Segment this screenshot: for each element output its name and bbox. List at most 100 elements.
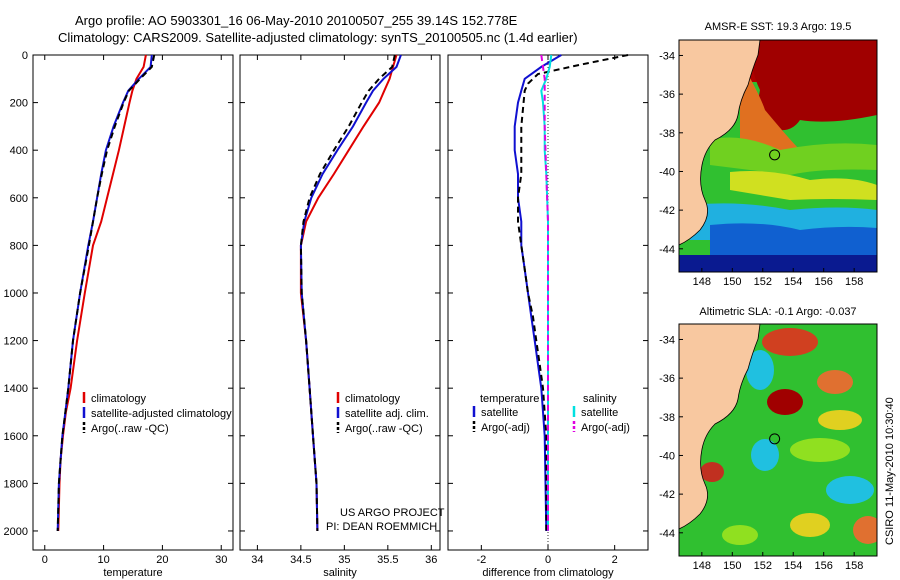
- x-axis-label: difference from climatology: [482, 567, 614, 579]
- y-tick-label: 0: [22, 50, 28, 62]
- x-tick-label: 10: [97, 554, 109, 566]
- map-x-tick-label: 156: [815, 276, 833, 288]
- y-tick-label: 600: [10, 193, 28, 205]
- salinity-legend: climatology satellite adj. clim. Argo(..…: [336, 392, 429, 435]
- legend-header-salinity: salinity: [583, 393, 617, 405]
- map-y-tick-label: -36: [659, 373, 675, 385]
- title-line2: Climatology: CARS2009. Satellite-adjuste…: [58, 30, 578, 45]
- sla-map-axes: 148 150 152 154 156 158 -34 -36 -38 -40 -42 -44: [659, 334, 863, 572]
- x-tick-label: 35.5: [377, 554, 398, 566]
- map-y-tick-label: -34: [659, 334, 675, 346]
- difference-legend: temperature salinity satellite Argo(-adj…: [472, 393, 630, 434]
- map-y-tick-label: -40: [659, 166, 675, 178]
- x-axis-label: salinity: [323, 567, 357, 579]
- x-tick-label: 36: [425, 554, 437, 566]
- y-tick-label: 200: [10, 98, 28, 110]
- y-tick-label: 2000: [4, 526, 28, 538]
- map-x-tick-label: 158: [845, 276, 863, 288]
- map-y-tick-label: -34: [659, 50, 675, 62]
- map-x-tick-label: 154: [784, 276, 802, 288]
- sla-blob: [790, 438, 850, 462]
- map-x-tick-label: 156: [815, 560, 833, 572]
- series-line-climatology: [57, 54, 147, 532]
- sst-front-orange: [740, 60, 800, 150]
- sla-map-title: Altimetric SLA: -0.1 Argo: -0.037: [699, 306, 856, 318]
- map-y-tick-label: -42: [659, 489, 675, 501]
- x-tick-label: -2: [476, 554, 486, 566]
- sst-map-axes: 148 150 152 154 156 158 -34 -36 -38 -40 -42 -44: [659, 50, 863, 288]
- plot-frame: [32, 54, 234, 551]
- map-x-tick-label: 158: [845, 560, 863, 572]
- map-y-tick-label: -38: [659, 412, 675, 424]
- temperature-panel: 0 10 20 30 temperature 0 200 400 600 800 1000 1200 1…: [4, 50, 234, 579]
- series-line-argo-raw-qc-: [299, 54, 396, 532]
- map-y-tick-label: -44: [659, 244, 675, 256]
- series-line-salinity-argo-adj-: [540, 54, 549, 531]
- plot-frame: [239, 54, 441, 551]
- x-tick-label: 30: [215, 554, 227, 566]
- x-tick-label: 20: [156, 554, 168, 566]
- sst-band-darkblue: [679, 255, 877, 272]
- sla-map: [679, 324, 877, 556]
- sla-blob: [818, 410, 862, 430]
- series-line-satellite-adjusted-climatology: [56, 54, 153, 532]
- legend-label-sal-argo: Argo(-adj): [581, 422, 630, 434]
- map-y-tick-label: -40: [659, 450, 675, 462]
- sla-land: [679, 324, 761, 530]
- salinity-panel: 34 34.5 35 35.5 36 salinity: [239, 54, 441, 579]
- map-y-tick-label: -38: [659, 128, 675, 140]
- sla-blob: [746, 350, 774, 390]
- sst-band-yellow: [730, 171, 877, 200]
- map-x-tick-label: 150: [723, 560, 741, 572]
- sla-blob: [700, 462, 724, 482]
- sla-map-frame: [678, 323, 878, 557]
- sla-argo-marker: [769, 433, 781, 445]
- x-tick-label: 2: [612, 554, 618, 566]
- y-tick-label: 800: [10, 240, 28, 252]
- sla-blob: [767, 389, 803, 415]
- x-tick-label: 0: [545, 554, 551, 566]
- temperature-legend: climatology satellite-adjusted climatolo…: [82, 392, 232, 435]
- sla-blob: [853, 516, 877, 544]
- series-line-satellite-adj-clim-: [299, 54, 402, 532]
- x-tick-label: 35: [338, 554, 350, 566]
- sla-blob: [790, 513, 830, 537]
- x-tick-label: 34: [251, 554, 263, 566]
- map-x-tick-label: 150: [723, 276, 741, 288]
- pi-credit: PI: DEAN ROEMMICH: [326, 521, 437, 533]
- sst-map: [679, 40, 877, 272]
- sst-land: [679, 40, 761, 246]
- x-tick-label: 34.5: [290, 554, 311, 566]
- y-tick-label: 1200: [4, 336, 28, 348]
- x-axis-label: temperature: [103, 567, 162, 579]
- sla-blob: [751, 439, 779, 471]
- series-line-temperature-argo-adj-: [517, 54, 629, 531]
- legend-label-argo: Argo(..raw -QC): [345, 423, 423, 435]
- sst-map-title: AMSR-E SST: 19.3 Argo: 19.5: [705, 21, 852, 33]
- y-tick-label: 1800: [4, 478, 28, 490]
- map-x-tick-label: 148: [693, 560, 711, 572]
- sst-band-blue: [710, 223, 877, 258]
- sla-blob: [817, 370, 853, 394]
- legend-label-temp-argo: Argo(-adj): [481, 422, 530, 434]
- map-x-tick-label: 152: [754, 560, 772, 572]
- legend-label-satellite: satellite-adjusted climatology: [91, 408, 232, 420]
- x-tick-label: 0: [42, 554, 48, 566]
- sst-band-lightgreen: [710, 137, 877, 175]
- series-line-temperature-satellite: [513, 54, 562, 532]
- y-tick-label: 1000: [4, 288, 28, 300]
- y-tick-label: 1600: [4, 431, 28, 443]
- legend-label-climatology: climatology: [91, 393, 147, 405]
- map-y-tick-label: -44: [659, 528, 675, 540]
- sla-blob: [826, 476, 874, 504]
- sst-map-frame: [678, 39, 878, 273]
- map-y-tick-label: -42: [659, 205, 675, 217]
- csiro-timestamp: CSIRO 11-May-2010 10:30:40: [884, 397, 896, 545]
- map-x-tick-label: 148: [693, 276, 711, 288]
- sla-blob: [762, 328, 818, 356]
- project-credit: US ARGO PROJECT: [340, 507, 445, 519]
- sst-eddy-warm: [750, 40, 877, 131]
- legend-label-satellite: satellite adj. clim.: [345, 408, 429, 420]
- legend-label-argo: Argo(..raw -QC): [91, 423, 169, 435]
